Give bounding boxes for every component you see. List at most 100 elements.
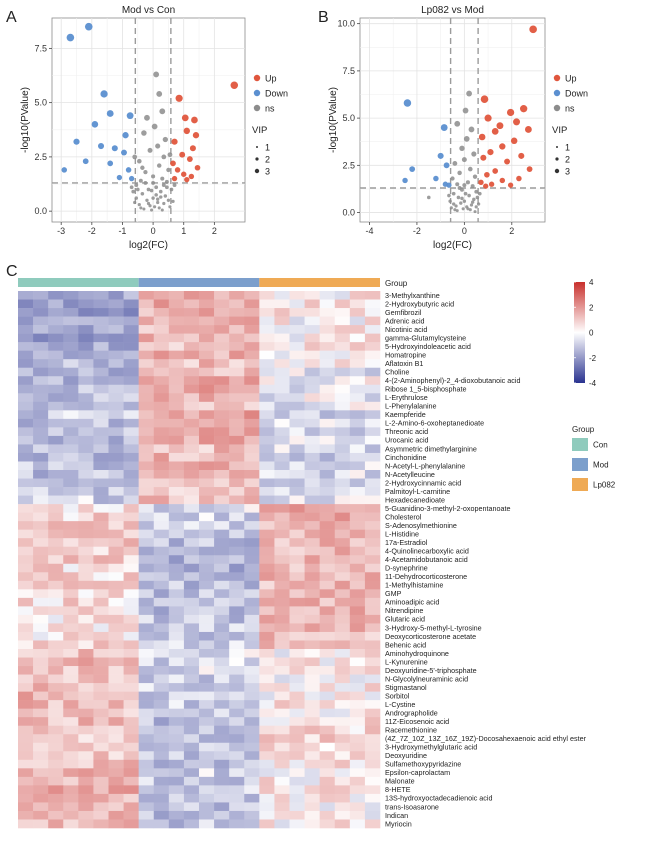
heatmap-cell (319, 708, 336, 718)
heatmap-cell (183, 742, 200, 752)
heatmap-cell (214, 742, 230, 752)
heatmap-cell (304, 478, 320, 488)
data-point-ns (131, 189, 135, 194)
heatmap-cell (78, 384, 94, 394)
heatmap-cell (108, 487, 124, 496)
heatmap-cell (364, 495, 381, 505)
heatmap-cell (93, 299, 109, 309)
heatmap-cell (199, 342, 215, 351)
heatmap-cell (123, 410, 139, 420)
heatmap-cell (138, 674, 155, 684)
heatmap-cell (259, 504, 275, 513)
heatmap-cell (63, 418, 79, 428)
heatmap-cell (244, 461, 260, 471)
heatmap-cell (244, 691, 260, 701)
heatmap-cell (18, 350, 34, 360)
heatmap-cell (93, 734, 109, 744)
data-point-ns (144, 114, 150, 121)
heatmap-cell (319, 810, 336, 820)
heatmap-cell (108, 342, 124, 351)
heatmap-cell (259, 700, 275, 709)
heatmap-cell (183, 495, 200, 505)
heatmap-cell (63, 452, 79, 462)
heatmap-cell (244, 376, 260, 386)
heatmap-cell (123, 649, 139, 658)
heatmap-cell (229, 316, 245, 326)
heatmap-cell (229, 495, 245, 505)
heatmap-cell (123, 810, 139, 820)
heatmap-cell (78, 487, 94, 496)
heatmap-cell (199, 478, 215, 488)
heatmap-row-label: Myriocin (385, 819, 412, 828)
heatmap-cell (199, 683, 215, 692)
heatmap-cell (153, 325, 170, 334)
heatmap-cell (168, 538, 185, 548)
heatmap-cell (334, 504, 351, 513)
heatmap-cell (289, 325, 305, 334)
heatmap-cell (18, 683, 34, 692)
heatmap-cell (214, 418, 230, 428)
heatmap-cell (244, 316, 260, 326)
heatmap-cell (33, 308, 49, 317)
heatmap-cell (108, 759, 124, 769)
heatmap-cell (168, 299, 185, 309)
heatmap-cell (304, 452, 320, 462)
heatmap-cell (33, 700, 49, 709)
heatmap-cell (274, 435, 290, 445)
heatmap-cell (183, 342, 200, 351)
heatmap-cell (289, 478, 305, 488)
heatmap-cell (259, 802, 275, 812)
heatmap-cell (349, 776, 366, 786)
heatmap-cell (289, 802, 305, 812)
heatmap-cell (78, 444, 94, 454)
heatmap-cell (33, 717, 49, 727)
heatmap-cell (304, 418, 320, 428)
heatmap-cell (289, 359, 305, 369)
heatmap-cell (93, 785, 109, 795)
heatmap-cell (123, 367, 139, 377)
heatmap-cell (199, 708, 215, 718)
heatmap-cell (138, 734, 155, 744)
heatmap-cell (183, 291, 200, 300)
heatmap-cell (289, 410, 305, 420)
heatmap-cell (123, 376, 139, 386)
heatmap-cell (123, 742, 139, 752)
heatmap-cell (229, 367, 245, 377)
heatmap-cell (364, 478, 381, 488)
heatmap-cell (33, 350, 49, 360)
heatmap-cell (274, 444, 290, 454)
heatmap-cell (153, 657, 170, 667)
heatmap-cell (183, 393, 200, 403)
legend-size-swatch (555, 157, 559, 161)
heatmap-cell (364, 325, 381, 334)
heatmap-cell (18, 316, 34, 326)
data-point-up (188, 173, 195, 180)
heatmap-cell (33, 435, 49, 445)
heatmap-row-label: 2-Hydroxybutyric acid (385, 299, 454, 308)
heatmap-cell (183, 785, 200, 795)
heatmap-cell (168, 435, 185, 445)
heatmap-cell (319, 529, 336, 539)
heatmap-cell (199, 802, 215, 812)
heatmap-cell (168, 674, 185, 684)
heatmap-cell (319, 308, 336, 317)
heatmap-cell (108, 393, 124, 403)
heatmap-cell (229, 606, 245, 616)
heatmap-cell (123, 734, 139, 744)
heatmap-cell (63, 759, 79, 769)
heatmap-cell (168, 308, 185, 317)
heatmap-cell (304, 401, 320, 411)
heatmap-cell (48, 674, 64, 684)
heatmap-cell (63, 435, 79, 445)
heatmap-cell (259, 529, 275, 539)
heatmap-cell (214, 393, 230, 403)
heatmap-cell (123, 333, 139, 343)
heatmap-cell (244, 350, 260, 360)
heatmap-cell (63, 631, 79, 641)
heatmap-cell (364, 708, 381, 718)
heatmap-cell (78, 717, 94, 727)
heatmap-row-label: Andrographolide (385, 708, 438, 717)
heatmap-cell (319, 623, 336, 633)
heatmap-cell (183, 325, 200, 334)
heatmap-cell (289, 333, 305, 343)
